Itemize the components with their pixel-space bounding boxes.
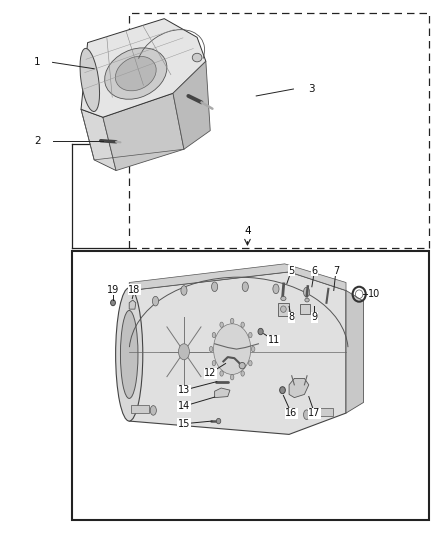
Text: 19: 19 (107, 285, 119, 295)
Ellipse shape (105, 48, 167, 99)
Ellipse shape (213, 324, 251, 374)
Ellipse shape (150, 406, 156, 415)
Ellipse shape (241, 322, 244, 327)
Text: 3: 3 (307, 84, 314, 94)
Polygon shape (173, 61, 210, 149)
Polygon shape (346, 290, 364, 413)
Polygon shape (289, 378, 309, 398)
Ellipse shape (230, 375, 234, 380)
Ellipse shape (304, 410, 310, 419)
Ellipse shape (281, 306, 286, 312)
Ellipse shape (212, 360, 215, 366)
Polygon shape (215, 388, 230, 398)
Ellipse shape (239, 362, 245, 369)
Ellipse shape (220, 322, 223, 327)
Text: 14: 14 (178, 401, 190, 411)
Text: 15: 15 (178, 419, 190, 429)
Text: 12: 12 (204, 368, 216, 378)
Ellipse shape (212, 282, 218, 292)
Bar (300, 304, 310, 314)
Bar (72, 251, 429, 520)
Polygon shape (129, 272, 346, 434)
Ellipse shape (279, 387, 285, 393)
Text: 18: 18 (128, 285, 141, 295)
Ellipse shape (120, 310, 138, 399)
Bar (278, 303, 289, 316)
Polygon shape (129, 264, 346, 290)
Ellipse shape (304, 287, 310, 297)
Ellipse shape (80, 49, 99, 111)
Text: 8: 8 (288, 312, 294, 322)
Ellipse shape (178, 344, 189, 360)
Ellipse shape (305, 298, 309, 302)
Polygon shape (81, 19, 206, 117)
Ellipse shape (220, 371, 223, 376)
Ellipse shape (249, 333, 252, 338)
Ellipse shape (152, 296, 159, 306)
Ellipse shape (192, 53, 202, 62)
Ellipse shape (273, 284, 279, 294)
Text: 11: 11 (268, 335, 280, 345)
Text: 10: 10 (368, 289, 381, 299)
Polygon shape (131, 405, 149, 413)
Bar (129, 13, 429, 248)
Text: 5: 5 (288, 266, 294, 276)
Text: 16: 16 (285, 408, 297, 418)
Ellipse shape (242, 282, 248, 292)
Ellipse shape (116, 288, 143, 421)
Polygon shape (103, 93, 184, 171)
Ellipse shape (258, 328, 263, 335)
Ellipse shape (115, 56, 156, 91)
Ellipse shape (249, 360, 252, 366)
Text: 17: 17 (308, 408, 321, 418)
Text: 7: 7 (333, 266, 339, 276)
Text: 6: 6 (311, 266, 318, 276)
Polygon shape (129, 300, 136, 309)
Text: 9: 9 (311, 312, 318, 322)
Ellipse shape (281, 296, 286, 301)
Ellipse shape (216, 418, 221, 424)
Text: 13: 13 (178, 385, 190, 395)
Ellipse shape (212, 333, 215, 338)
Ellipse shape (230, 318, 234, 324)
Polygon shape (315, 408, 333, 416)
Polygon shape (81, 109, 116, 171)
Ellipse shape (251, 346, 255, 352)
Text: 4: 4 (244, 225, 251, 236)
Ellipse shape (241, 371, 244, 376)
Text: 2: 2 (34, 136, 41, 146)
Ellipse shape (209, 346, 213, 352)
Ellipse shape (181, 286, 187, 295)
Ellipse shape (110, 300, 116, 306)
Text: 1: 1 (34, 58, 41, 67)
